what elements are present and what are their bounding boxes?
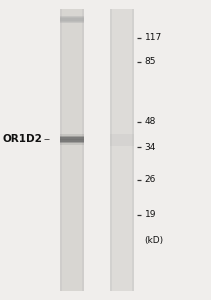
Text: 85: 85	[145, 57, 156, 66]
Bar	[60, 140, 84, 145]
Bar	[110, 9, 134, 291]
Text: --: --	[44, 134, 51, 145]
Bar	[60, 137, 84, 142]
Text: 19: 19	[145, 210, 156, 219]
Bar	[60, 18, 84, 21]
Text: 26: 26	[145, 176, 156, 184]
Bar	[60, 19, 84, 22]
Text: (kD): (kD)	[145, 236, 164, 244]
Bar	[110, 9, 112, 291]
Bar	[60, 20, 84, 23]
Bar	[60, 139, 84, 143]
Text: 34: 34	[145, 142, 156, 152]
Text: OR1D2: OR1D2	[2, 134, 42, 145]
Bar	[60, 16, 84, 19]
Bar	[83, 9, 84, 291]
Bar	[132, 9, 134, 291]
Bar	[60, 136, 84, 140]
Text: 117: 117	[145, 33, 162, 42]
Text: 48: 48	[145, 117, 156, 126]
Bar	[60, 9, 62, 291]
Bar	[60, 17, 84, 20]
Bar	[110, 134, 134, 146]
Bar	[60, 134, 84, 139]
Bar	[60, 9, 84, 291]
